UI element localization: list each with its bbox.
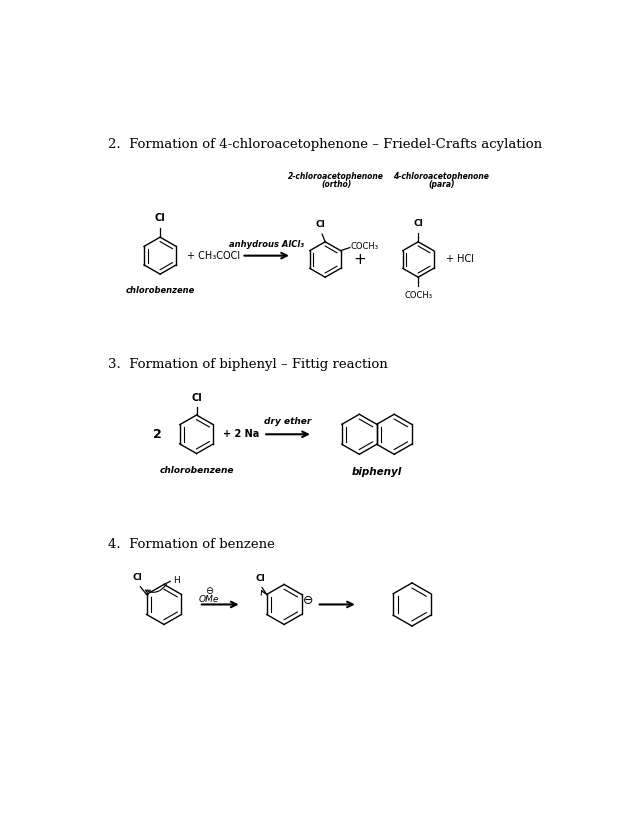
Text: + CH₃COCl: + CH₃COCl xyxy=(187,251,241,261)
Text: anhydrous AlCl₃: anhydrous AlCl₃ xyxy=(229,240,304,249)
Text: ⊖: ⊖ xyxy=(205,586,213,596)
Text: (para): (para) xyxy=(428,180,455,189)
Text: COCH₃: COCH₃ xyxy=(404,291,432,300)
Text: Cl: Cl xyxy=(155,214,166,223)
Text: Cl: Cl xyxy=(191,393,202,403)
Text: 4-chloroacetophenone: 4-chloroacetophenone xyxy=(394,173,490,182)
Text: ⊖: ⊖ xyxy=(303,594,313,607)
Text: Cl: Cl xyxy=(132,573,142,582)
Text: chlorobenzene: chlorobenzene xyxy=(159,466,234,475)
Text: 3.  Formation of biphenyl – Fittig reaction: 3. Formation of biphenyl – Fittig reacti… xyxy=(108,358,388,371)
Text: 2.  Formation of 4-chloroacetophenone – Friedel-Crafts acylation: 2. Formation of 4-chloroacetophenone – F… xyxy=(108,138,542,151)
Text: 2: 2 xyxy=(153,428,162,441)
Text: +: + xyxy=(353,252,365,267)
Text: Cl: Cl xyxy=(316,221,326,230)
Text: chlorobenzene: chlorobenzene xyxy=(125,286,195,296)
Text: dry ether: dry ether xyxy=(265,416,312,425)
Text: Cl: Cl xyxy=(256,574,265,583)
Text: H: H xyxy=(173,576,180,585)
Text: COCH₃: COCH₃ xyxy=(351,242,379,251)
Text: Cl: Cl xyxy=(413,219,423,228)
Text: OMe: OMe xyxy=(198,595,219,605)
Text: biphenyl: biphenyl xyxy=(352,467,402,477)
Text: (ortho): (ortho) xyxy=(321,180,351,189)
Text: 2-chloroacetophenone: 2-chloroacetophenone xyxy=(288,173,384,182)
Text: + HCl: + HCl xyxy=(446,254,474,265)
Text: 4.  Formation of benzene: 4. Formation of benzene xyxy=(108,538,275,551)
Text: + 2 Na: + 2 Na xyxy=(223,430,259,439)
